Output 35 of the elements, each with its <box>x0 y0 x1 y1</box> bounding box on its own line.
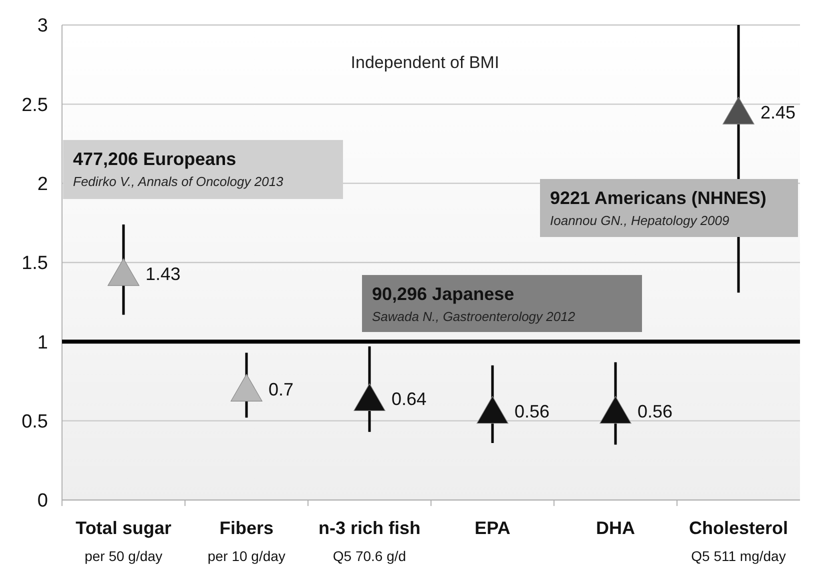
annotation: 9221 Americans (NHNES) <box>550 188 766 208</box>
point <box>722 96 754 124</box>
data-label: 2.45 <box>760 102 796 122</box>
data-label: 0.56 <box>514 402 550 422</box>
label-box: 477,206 Europeans Fedirko V., Annals of Oncology 2013 <box>63 140 343 199</box>
y-tick-label: 2.5 <box>22 94 48 116</box>
y-tick-label: 0.5 <box>22 411 48 432</box>
annotation: Sawada N., Gastroenterology 2012 <box>372 309 576 324</box>
point <box>476 396 508 424</box>
point <box>230 374 262 402</box>
y-tick-label: 0 <box>37 490 48 512</box>
y-tick-label: 1.5 <box>22 253 48 274</box>
y-tick-label: 3 <box>37 16 48 37</box>
data-label: 0.56 <box>638 402 673 422</box>
x-tick-label: n-3 rich fish Q5 70.6 g/d <box>318 518 421 564</box>
data-label: 0.7 <box>268 379 294 400</box>
x-tick-label: Fibers per 10 g/day <box>208 518 286 564</box>
annotation: 90,296 Japanese <box>372 284 514 304</box>
point <box>108 258 140 286</box>
x-tick-label: Cholesterol Q5 511 mg/day <box>688 518 788 564</box>
point <box>354 383 386 411</box>
point <box>600 396 632 424</box>
annotation: Fedirko V., Annals of Oncology 2013 <box>73 174 284 189</box>
x-tick-label: Total sugar per 50 g/day <box>76 518 172 564</box>
y-tick-label: 2 <box>37 174 48 195</box>
data-label: 0.64 <box>392 388 427 409</box>
annotation: 477,206 Europeans <box>73 149 236 169</box>
annotation: Ioannou GN., Hepatology 2009 <box>550 213 730 228</box>
data-label: 1.43 <box>146 264 181 284</box>
x-tick-label: EPA <box>474 518 510 538</box>
label-box: 9221 Americans (NHNES) Ioannou GN., Hepatology 2009 <box>540 179 798 237</box>
label-box: 90,296 Japanese Sawada N., Gastroenterology 2012 <box>362 275 642 332</box>
x-tick-label: DHA <box>596 518 635 538</box>
y-tick-label: 1 <box>37 332 48 354</box>
annotation: Independent of BMI <box>350 53 500 72</box>
